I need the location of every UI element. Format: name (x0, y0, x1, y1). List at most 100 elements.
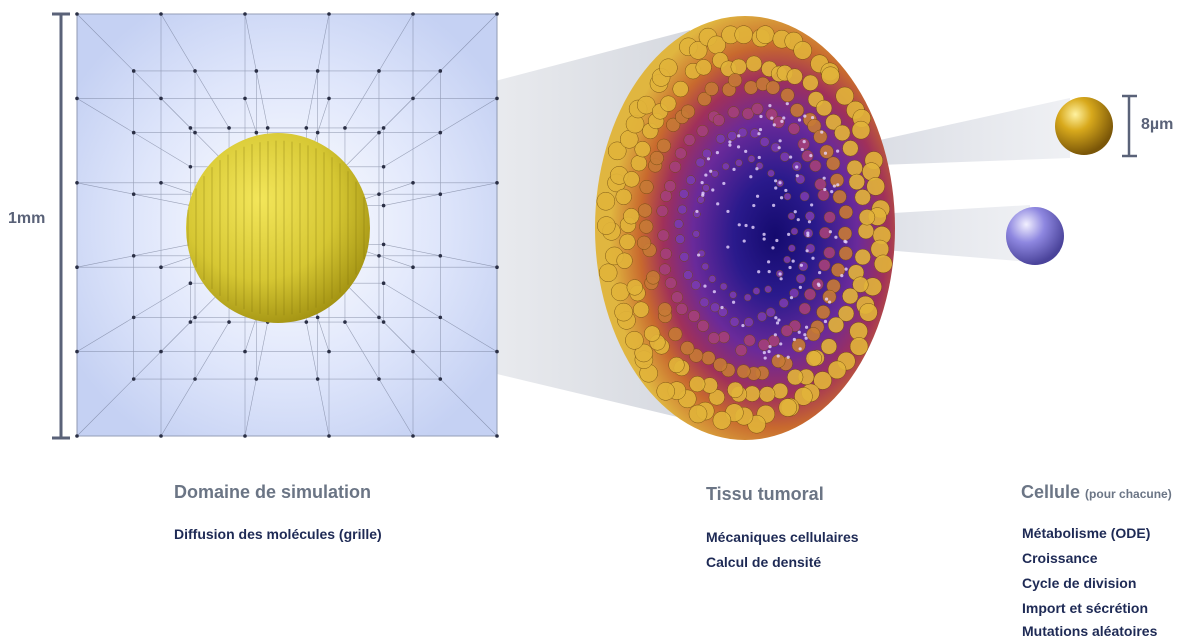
grid-node (411, 181, 415, 185)
tumor-cell (702, 148, 712, 159)
grid-node (159, 12, 163, 16)
zoom-beam-tissue-to-purple-cell (860, 205, 1030, 262)
tumor-cell (719, 282, 728, 291)
tumor-core-cell (695, 209, 699, 214)
grid-node (343, 126, 347, 130)
tumor-cell (821, 66, 840, 86)
tumor-cell (689, 375, 706, 393)
tumor-cell (674, 147, 687, 160)
tumor-core-cell (720, 305, 724, 310)
grid-node (75, 265, 79, 270)
tumor-cell (727, 106, 740, 119)
tumor-cell (817, 189, 830, 201)
tumor-core-cell (823, 187, 827, 192)
tumor-core-cell (797, 118, 802, 122)
tumor-cell (728, 73, 743, 88)
tumor-core-cell (715, 151, 719, 155)
tumor-cell (825, 114, 842, 131)
tumor-core-cell (762, 237, 766, 241)
tumor-core-cell (823, 151, 828, 155)
tumor-core-cell (779, 196, 784, 200)
cell-subtitle: (pour chacune) (1085, 487, 1172, 501)
tumor-cell (695, 59, 712, 76)
tumor-core-cell (822, 176, 826, 180)
grid-node (411, 96, 415, 101)
tumor-cell (668, 327, 683, 342)
tumor-core-cell (809, 154, 813, 158)
grid-node (75, 434, 79, 438)
spheroid-texture (187, 140, 365, 316)
grid-node (193, 69, 197, 73)
tumor-cell (758, 338, 771, 351)
tumor-cell (745, 55, 763, 72)
tumor-core-cell (697, 253, 701, 257)
grid-node (495, 181, 499, 185)
tumor-cell (675, 302, 688, 315)
grid-node (438, 254, 443, 258)
cell-item-1: Croissance (1022, 550, 1098, 566)
grid-node (495, 265, 499, 270)
tumor-cell (710, 302, 720, 313)
tumor-cell (805, 350, 822, 367)
tumor-cell (598, 263, 618, 283)
grid-node (381, 164, 386, 169)
tumor-cell (664, 277, 677, 290)
tumor-cell (826, 156, 841, 171)
tumor-cell (713, 357, 728, 372)
grid-node (254, 69, 259, 73)
grid-node (254, 377, 259, 381)
tumor-cell (729, 291, 737, 299)
tumor-cell (793, 41, 812, 60)
tumor-core-cell (732, 167, 736, 171)
tumor-core-cell (775, 321, 780, 325)
tumor-cell (818, 259, 831, 272)
tumor-core-cell (803, 333, 807, 337)
tumor-cell (668, 356, 685, 374)
tumor-cell (619, 233, 636, 250)
tumor-cell (854, 189, 871, 206)
tumor-cell (734, 25, 753, 44)
tumor-cell (743, 293, 752, 302)
tumor-cell (623, 208, 640, 225)
tumor-cell (787, 212, 796, 220)
tumor-cell (866, 177, 885, 196)
tumor-cell (747, 155, 756, 163)
tumor-cell (813, 371, 832, 390)
tumor-cell (727, 381, 744, 399)
tumor-core-cell (805, 249, 809, 253)
tumor-cell (679, 189, 689, 199)
tumor-cell (646, 270, 661, 285)
tumor-cell (743, 80, 759, 95)
tumor-cell (708, 275, 717, 283)
domain-title: Domaine de simulation (174, 482, 372, 502)
tumor-tissue (595, 16, 895, 440)
tumor-core-cell (751, 225, 755, 229)
tumor-core-cell (810, 203, 814, 207)
gold-cell (1055, 97, 1113, 155)
tumor-core-cell (828, 300, 832, 304)
tumor-cell (742, 107, 754, 120)
tumor-core-cell (774, 316, 778, 320)
tumor-core-cell (798, 347, 802, 351)
tumor-cell (656, 382, 675, 401)
tumor-core-cell (701, 193, 705, 197)
tumor-cell (697, 319, 710, 332)
simulation-domain (75, 12, 499, 438)
grid-node (343, 320, 347, 324)
grid-node (75, 12, 79, 16)
tumor-cell (771, 353, 786, 368)
tumor-cell (806, 327, 821, 342)
tumor-cell (815, 99, 833, 117)
grid-node (411, 434, 415, 438)
tumor-core-cell (791, 259, 795, 263)
grid-node (131, 69, 136, 73)
tumor-cell (823, 246, 836, 259)
tumor-cell (752, 287, 761, 295)
tumor-cell (780, 88, 795, 103)
tumor-cell (712, 411, 732, 430)
tumor-cell (616, 252, 633, 269)
tumor-cell (751, 102, 764, 115)
tumor-cell (688, 404, 708, 424)
grid-node (254, 130, 259, 135)
